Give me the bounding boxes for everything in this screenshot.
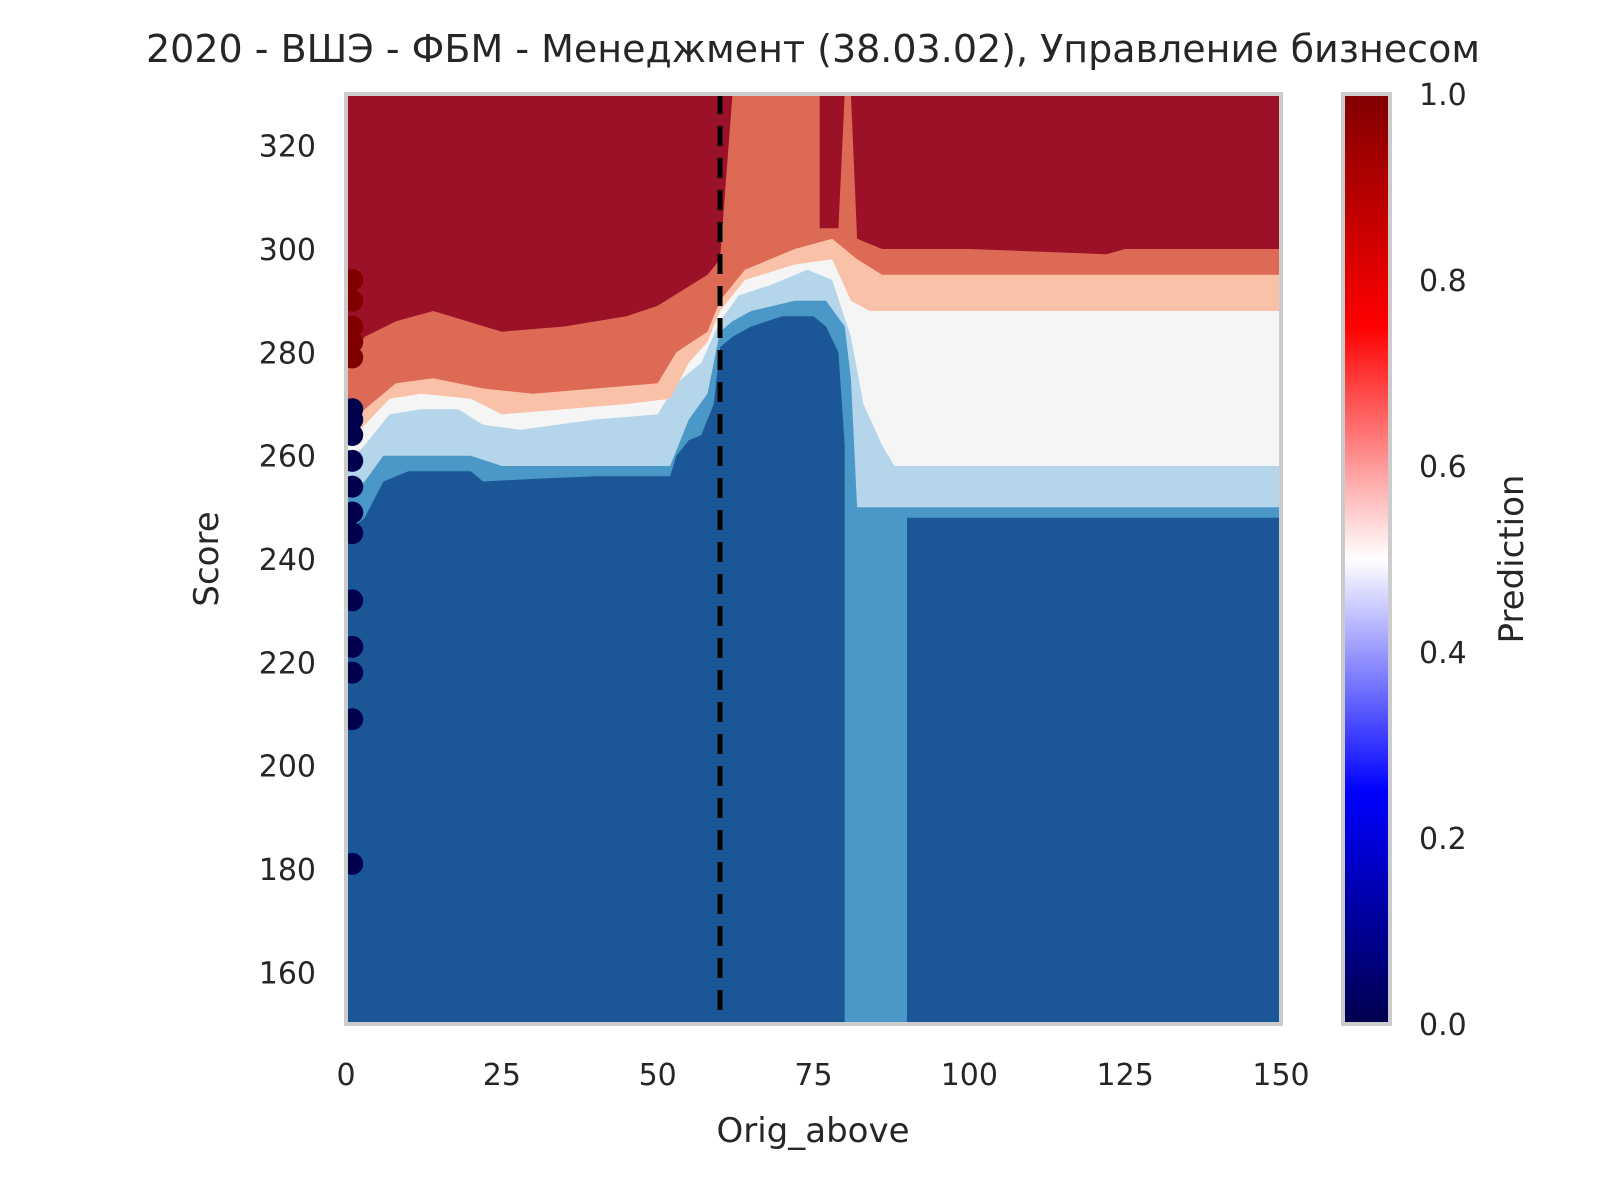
plot-frame: [344, 92, 1283, 1026]
contour-fills: [346, 94, 1281, 1024]
plot-area: [346, 94, 1281, 1024]
scatter-point: [346, 269, 364, 291]
colorbar-tick-label: 0.4: [1419, 636, 1467, 671]
y-tick-label: 320: [259, 130, 316, 165]
colorbar-tick-label: 0.6: [1419, 450, 1467, 485]
colorbar-label: Prediction: [1492, 475, 1532, 644]
x-tick-label: 25: [483, 1058, 521, 1093]
y-axis-ticks: 160 180 200 220 240 260 280 300 320: [259, 130, 316, 992]
y-tick-label: 300: [259, 233, 316, 268]
scatter-point: [346, 589, 364, 612]
scatter-point: [346, 522, 364, 545]
scatter-point: [346, 635, 364, 658]
x-tick-label: 50: [639, 1058, 677, 1093]
contour-band-0.9: [346, 94, 1281, 363]
colorbar: [1341, 92, 1392, 1026]
colorbar-tick-label: 0.0: [1419, 1008, 1467, 1043]
scatter-point: [346, 424, 364, 446]
y-tick-label: 280: [259, 336, 316, 371]
scatter-point: [346, 346, 364, 369]
colorbar-tick-label: 1.0: [1419, 78, 1467, 113]
y-tick-label: 160: [259, 956, 316, 991]
y-axis-label: Score: [187, 511, 227, 606]
colorbar-ticks: 0.0 0.2 0.4 0.6 0.8 1.0: [1419, 78, 1467, 1043]
x-tick-label: 150: [1252, 1058, 1309, 1093]
y-tick-label: 180: [259, 853, 316, 888]
x-axis-ticks: 0 25 50 75 100 125 150: [336, 1058, 1309, 1093]
scatter-point: [346, 289, 364, 312]
y-tick-label: 240: [259, 543, 316, 578]
scatter-point: [346, 475, 364, 498]
x-tick-label: 0: [336, 1058, 355, 1093]
x-tick-label: 75: [794, 1058, 832, 1093]
scatter-point: [346, 661, 364, 684]
scatter-point: [346, 708, 364, 731]
x-tick-label: 125: [1097, 1058, 1154, 1093]
x-axis-label: Orig_above: [716, 1111, 909, 1151]
y-tick-label: 200: [259, 750, 316, 785]
colorbar-tick-label: 0.8: [1419, 264, 1467, 299]
scatter-points: [346, 269, 364, 875]
chart-title: 2020 - ВШЭ - ФБМ - Менеджмент (38.03.02)…: [146, 27, 1480, 71]
scatter-point: [346, 852, 364, 875]
x-tick-label: 100: [941, 1058, 998, 1093]
y-tick-label: 220: [259, 646, 316, 681]
scatter-point: [346, 501, 364, 524]
colorbar-tick-label: 0.2: [1419, 822, 1467, 857]
scatter-point: [346, 449, 364, 472]
y-tick-label: 260: [259, 440, 316, 475]
